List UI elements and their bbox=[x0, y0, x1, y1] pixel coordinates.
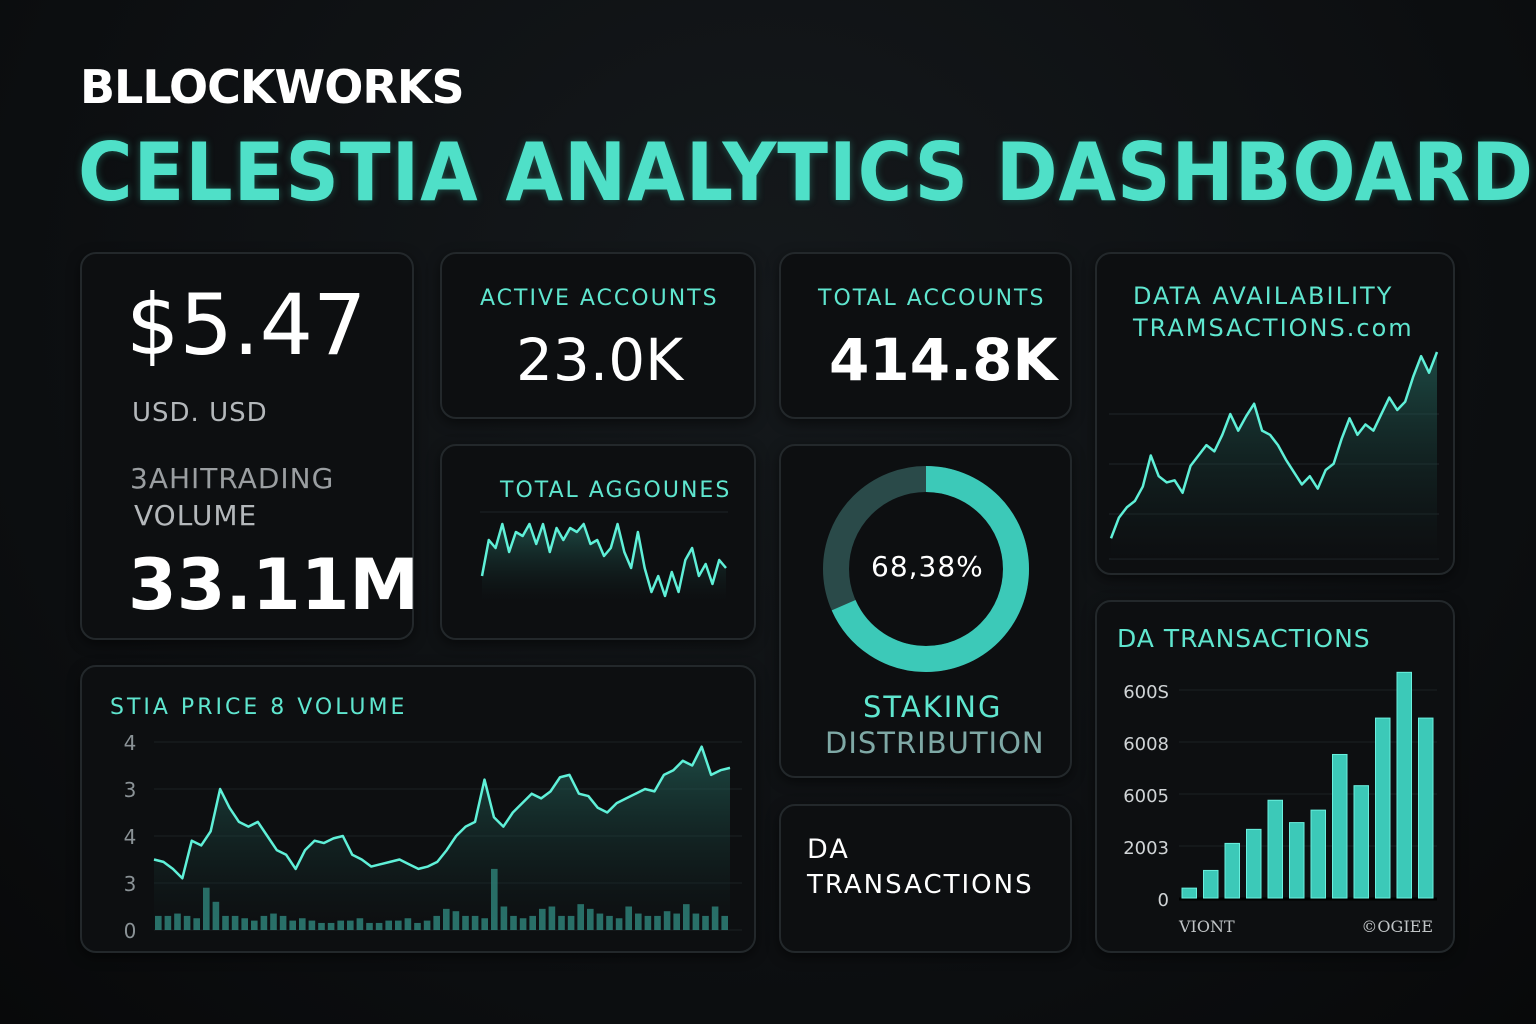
active-accounts-label: ACTIVE ACCOUNTS bbox=[480, 286, 719, 311]
volume-value: 33.11M bbox=[128, 544, 420, 626]
donut-staked bbox=[823, 466, 1029, 672]
y-tick-label: 0 bbox=[124, 919, 137, 943]
y-tick-label: 4 bbox=[124, 731, 137, 755]
price-card: $5.47 USD. USD 3AHITRADING VOLUME 33.11M bbox=[80, 252, 419, 640]
y-tick-label: 6005 bbox=[1123, 786, 1169, 807]
staking-donut bbox=[823, 466, 1029, 672]
bar bbox=[1224, 842, 1240, 899]
bar bbox=[1289, 822, 1305, 899]
price-line bbox=[153, 745, 731, 880]
x-label-start: VIONT bbox=[1178, 917, 1235, 936]
brand-logo: BLLOCKWORKS bbox=[80, 60, 465, 114]
bar bbox=[1203, 869, 1219, 899]
bar bbox=[1396, 671, 1412, 899]
y-tick-label: 4 bbox=[124, 825, 137, 849]
da-transactions-card: DA TRANSACTIONS 0 2003 6005 6008 600S VIONT ©O… bbox=[1095, 600, 1455, 953]
active-accounts-card: ACTIVE ACCOUNTS 23.0K bbox=[440, 252, 756, 419]
data-availability-card: DATA AVAILABILITY TRAMSACTIONS.com bbox=[1095, 252, 1455, 575]
y-tick-label: 3 bbox=[124, 872, 137, 896]
bar bbox=[1418, 717, 1434, 899]
price-volume-title: STIA PRICE 8 VOLUME bbox=[110, 695, 408, 720]
y-tick-label: 0 bbox=[1158, 890, 1169, 911]
x-label-end: ©OGIEE bbox=[1361, 917, 1433, 936]
price-volume-card: STIA PRICE 8 VOLUME 0 3 4 3 4 bbox=[80, 665, 756, 953]
da-bar-chart: 0 2003 6005 6008 600S VIONT ©OGIEE bbox=[1123, 671, 1437, 936]
aggounes-title: TOTAL AGGOUNES bbox=[500, 478, 732, 503]
volume-label-1: 3AHITRADING bbox=[130, 462, 335, 495]
active-accounts-value: 23.0K bbox=[516, 326, 684, 394]
bar bbox=[1375, 717, 1391, 899]
page-title: CELESTIA ANALYTICS DASHBOARD bbox=[78, 126, 1534, 219]
total-accounts-card: TOTAL ACCOUNTS 414.8K bbox=[779, 252, 1072, 419]
currency-label: USD. USD bbox=[132, 398, 268, 428]
bar bbox=[1267, 799, 1283, 899]
bar bbox=[1332, 753, 1348, 899]
aggounes-chart bbox=[480, 511, 728, 600]
staking-title-2: DISTRIBUTION bbox=[825, 726, 1045, 760]
aggounes-area bbox=[482, 524, 726, 600]
total-accounts-value: 414.8K bbox=[829, 326, 1058, 394]
aggounes-line bbox=[480, 522, 727, 598]
bar bbox=[1310, 809, 1326, 899]
price-volume-chart: 0 3 4 3 4 bbox=[124, 731, 742, 943]
staking-title-1: STAKING bbox=[863, 690, 1003, 724]
staking-card: 68,38% STAKING DISTRIBUTION bbox=[779, 444, 1072, 778]
price-area bbox=[154, 746, 730, 930]
da-line-chart bbox=[1109, 351, 1439, 560]
y-tick-label: 2003 bbox=[1123, 838, 1169, 859]
bar bbox=[1246, 828, 1262, 899]
total-aggounes-card: TOTAL AGGOUNES bbox=[440, 444, 756, 640]
da-area bbox=[1111, 352, 1437, 559]
y-tick-label: 3 bbox=[124, 778, 137, 802]
da-transactions-text-card: DA TRANSACTIONS bbox=[779, 804, 1072, 953]
volume-label-2: VOLUME bbox=[134, 499, 258, 532]
bar bbox=[1181, 887, 1197, 899]
y-tick-label: 6008 bbox=[1123, 734, 1169, 755]
y-tick-label: 600S bbox=[1123, 682, 1169, 703]
staking-percent: 68,38% bbox=[871, 550, 984, 583]
bar bbox=[1353, 785, 1369, 899]
da-title-1: DATA AVAILABILITY bbox=[1133, 282, 1394, 310]
price-value: $5.47 bbox=[126, 276, 367, 374]
total-accounts-label: TOTAL ACCOUNTS bbox=[818, 286, 1046, 311]
da-text-2: TRANSACTIONS bbox=[807, 870, 1034, 900]
da-bar-title: DA TRANSACTIONS bbox=[1117, 624, 1371, 653]
da-line bbox=[1109, 351, 1439, 539]
da-title-2: TRAMSACTIONS.com bbox=[1133, 314, 1414, 342]
da-text-1: DA bbox=[807, 834, 850, 865]
